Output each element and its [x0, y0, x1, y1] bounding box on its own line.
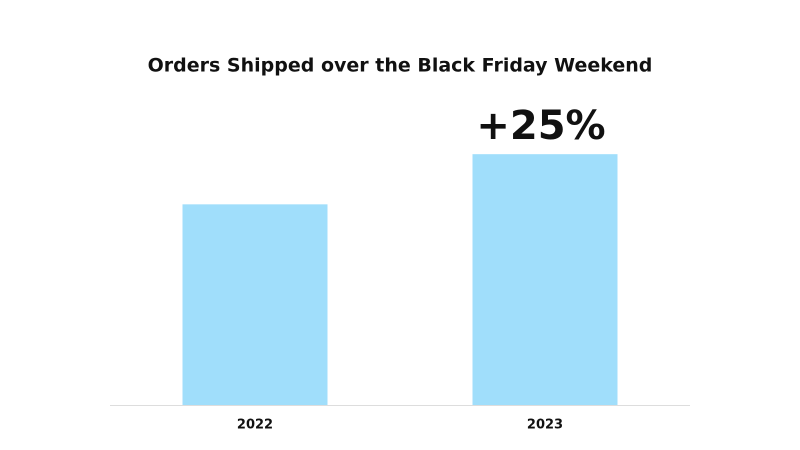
x-tick-label: 2022	[237, 418, 273, 433]
bar	[472, 154, 618, 405]
x-tick-label: 2023	[527, 418, 563, 433]
bar	[182, 204, 328, 405]
annotation: +25%	[476, 103, 605, 149]
chart-title: Orders Shipped over the Black Friday Wee…	[148, 55, 653, 77]
